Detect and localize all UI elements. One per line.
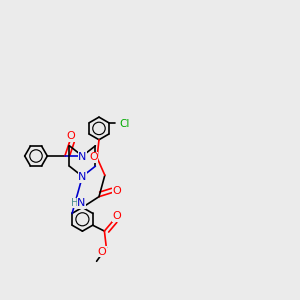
Text: O: O (66, 131, 75, 142)
Text: Cl: Cl (119, 119, 130, 129)
Text: H: H (71, 198, 79, 208)
Text: N: N (77, 198, 86, 208)
Text: O: O (89, 152, 98, 162)
Text: O: O (112, 186, 122, 196)
Text: O: O (98, 247, 106, 256)
Text: O: O (112, 212, 121, 221)
Text: N: N (78, 172, 87, 182)
Text: N: N (78, 152, 87, 162)
